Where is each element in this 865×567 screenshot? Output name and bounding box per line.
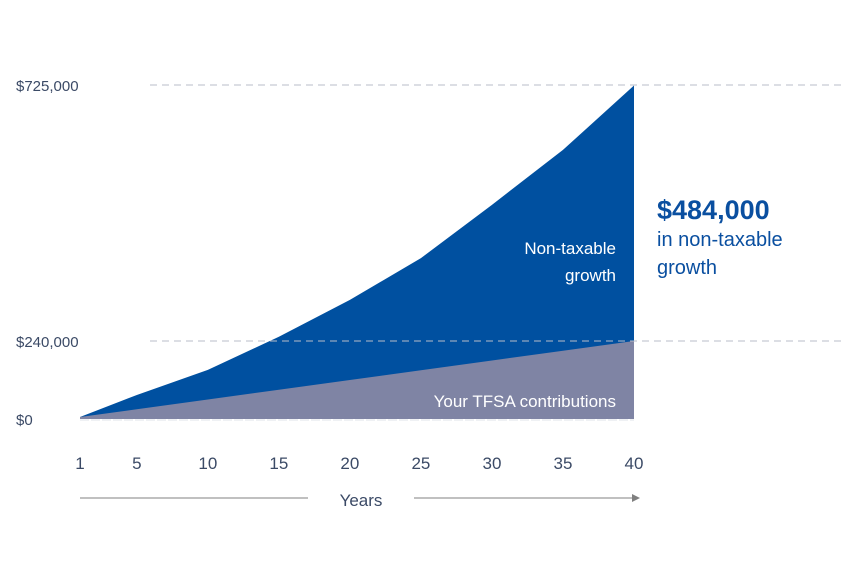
x-tick-label: 40 — [625, 454, 644, 473]
growth-area — [80, 85, 634, 419]
y-tick-label: $240,000 — [16, 334, 79, 351]
growth-label-1: Non-taxable — [524, 239, 616, 258]
x-tick-label: 20 — [340, 454, 359, 473]
x-tick-label: 10 — [198, 454, 217, 473]
annotation: $484,000 in non-taxable growth — [657, 195, 783, 282]
y-tick-label: $725,000 — [16, 78, 79, 95]
annotation-value: $484,000 — [657, 195, 770, 225]
y-tick-label: $0 — [16, 412, 33, 429]
contributions-area — [80, 341, 634, 419]
x-tick-label: 1 — [75, 454, 84, 473]
x-tick-label: 5 — [132, 454, 141, 473]
growth-label-2: growth — [565, 266, 616, 285]
annotation-text-1: in non-taxable — [657, 229, 783, 251]
arrow-icon — [632, 494, 640, 502]
x-tick-label: 30 — [482, 454, 501, 473]
x-tick-label: 35 — [554, 454, 573, 473]
x-tick-label: 25 — [411, 454, 430, 473]
contributions-label: Your TFSA contributions — [434, 392, 616, 411]
x-axis-title: Years — [340, 491, 383, 510]
x-tick-label: 15 — [269, 454, 288, 473]
annotation-text-2: growth — [657, 257, 718, 279]
